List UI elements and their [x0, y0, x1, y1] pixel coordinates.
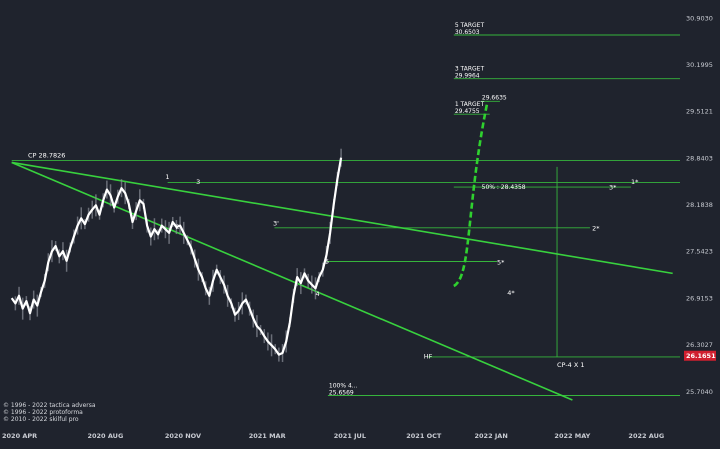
y-tick-label: 27.5423: [686, 248, 713, 256]
current-price-badge: [684, 350, 716, 361]
annotation-label: 4*: [507, 289, 515, 297]
target-level-label: 1 TARGET: [455, 101, 485, 108]
copyright-line: © 1996 - 2022 tactica adversa: [3, 402, 96, 409]
annotation-label: 1*: [631, 178, 639, 186]
y-tick-label: 28.8403: [686, 154, 713, 162]
current-price-label: 26.1651: [686, 352, 716, 360]
x-tick-label: 2022 MAY: [554, 432, 590, 440]
y-tick-label: 26.3027: [686, 341, 713, 349]
annotation-label: 5*: [497, 258, 505, 266]
trendline: [11, 161, 673, 275]
annotation-label: CP-4 X 1: [557, 361, 585, 369]
x-tick-label: 2022 JAN: [475, 432, 508, 440]
trendline: [11, 161, 573, 401]
x-tick-label: 2021 MAR: [249, 432, 286, 440]
target-level-value: 29.4755: [455, 108, 480, 115]
target-level-value: 30.6503: [455, 29, 480, 36]
annotation-label: 2: [176, 223, 180, 231]
annotation-label: HF: [424, 352, 433, 360]
annotation-label: 5: [325, 258, 329, 266]
x-tick-label: 2022 AUG: [628, 432, 664, 440]
x-tick-label: 2020 NOV: [165, 432, 201, 440]
target-level-label: 100% 4...: [329, 382, 358, 389]
x-tick-label: 2020 AUG: [87, 432, 123, 440]
y-tick-label: 30.9030: [686, 14, 713, 22]
price-line: [10, 157, 343, 356]
target-level-label: 5 TARGET: [455, 22, 485, 29]
target-level-label: 3 TARGET: [455, 66, 485, 73]
annotation-label: 2*: [592, 225, 600, 233]
copyright-line: © 2010 - 2022 skilful pro: [3, 416, 79, 423]
annotation-label: 3: [196, 178, 200, 186]
target-level-value: 29.9964: [455, 73, 480, 80]
x-tick-label: 2020 APR: [2, 432, 37, 440]
annotation-label: 4: [315, 290, 319, 298]
target-level-value: 29.6635: [482, 94, 507, 101]
x-tick-label: 2021 OCT: [406, 432, 442, 440]
y-tick-label: 26.9153: [686, 294, 713, 302]
y-tick-label: 28.1838: [686, 201, 713, 209]
annotation-label: 3': [273, 220, 279, 228]
annotation-label: 1: [165, 173, 169, 181]
target-level-value: 25.6569: [329, 389, 354, 396]
y-tick-label: 30.1995: [686, 61, 713, 69]
x-tick-label: 2021 JUL: [334, 432, 366, 440]
y-tick-label: 29.5121: [686, 108, 713, 116]
y-tick-label: 25.7040: [686, 388, 713, 396]
projection-path: [453, 101, 489, 288]
copyright-line: © 1996 - 2022 protoforma: [3, 409, 83, 416]
target-level-label: 50% : 28.4358: [482, 184, 526, 191]
trendline-label: CP 28.7826: [28, 151, 65, 159]
annotation-label: 3*: [609, 184, 617, 192]
